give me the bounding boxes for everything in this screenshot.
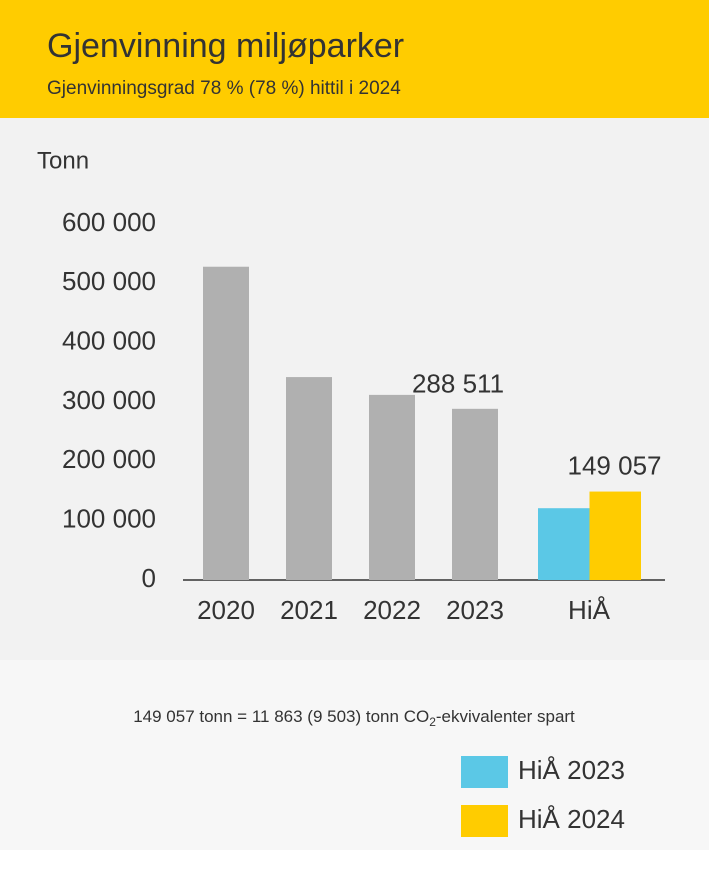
y-tick-label: 600 000 [62, 207, 156, 237]
y-tick-label: 500 000 [62, 266, 156, 296]
bar [286, 377, 332, 580]
y-tick-label: 0 [142, 563, 156, 593]
note-sub: 2 [429, 715, 436, 729]
bar [369, 394, 415, 580]
legend-swatch [461, 756, 508, 788]
footer-band [0, 660, 709, 850]
y-tick-label: 300 000 [62, 385, 156, 415]
legend-label: HiÅ 2023 [518, 755, 625, 785]
y-tick-label: 400 000 [62, 326, 156, 356]
x-tick-label: HiÅ [568, 595, 611, 625]
value-label: 288 511 [412, 369, 504, 399]
y-axis-label: Tonn [37, 147, 89, 174]
note-text: -ekvivalenter spart [436, 707, 575, 726]
legend-label: HiÅ 2024 [518, 804, 625, 834]
chart-subtitle: Gjenvinningsgrad 78 % (78 %) hittil i 20… [47, 78, 401, 99]
bar [203, 266, 249, 580]
y-tick-label: 100 000 [62, 504, 156, 534]
chart-title: Gjenvinning miljøparker [47, 27, 404, 65]
value-label: 149 057 [568, 450, 662, 480]
bar [538, 508, 590, 580]
y-tick-label: 200 000 [62, 444, 156, 474]
x-tick-label: 2023 [446, 595, 504, 625]
note-text: 149 057 tonn = 11 863 (9 503) tonn CO [133, 707, 429, 726]
x-tick-label: 2021 [280, 595, 338, 625]
x-tick-label: 2020 [197, 595, 255, 625]
note: 149 057 tonn = 11 863 (9 503) tonn CO2-e… [133, 707, 575, 729]
header-band [0, 0, 709, 118]
x-tick-label: 2022 [363, 595, 421, 625]
legend-swatch [461, 805, 508, 837]
bar [589, 491, 641, 580]
bar [452, 408, 498, 580]
